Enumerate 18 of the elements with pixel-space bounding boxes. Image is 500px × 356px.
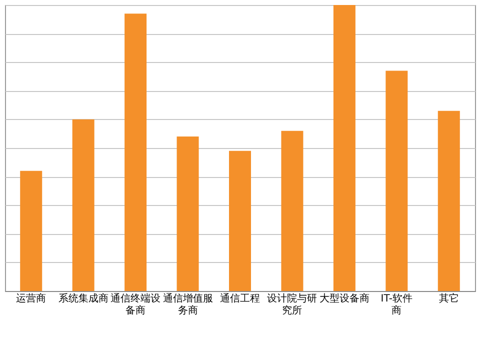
- x-tick-label: 通信工程: [220, 292, 260, 304]
- bar: [176, 136, 199, 291]
- x-tick-label: 通信终端设备商: [110, 292, 161, 316]
- bar: [386, 70, 408, 291]
- bar: [229, 150, 251, 291]
- x-tick-label: 其它: [438, 292, 459, 304]
- x-tick-label: 通信增值服务商: [162, 292, 213, 316]
- x-tick-label: 系统集成商: [58, 292, 108, 304]
- x-tick-label: IT-软件商: [380, 292, 413, 316]
- bar: [281, 130, 304, 291]
- bar: [333, 5, 356, 291]
- bar: [438, 110, 460, 291]
- bar: [124, 14, 147, 291]
- x-tick-label: 设计院与研究所: [267, 292, 318, 316]
- bar: [72, 119, 94, 291]
- x-tick-label: 运营商: [16, 292, 46, 304]
- bar: [20, 170, 42, 291]
- x-tick-label: 大型设备商: [319, 292, 370, 304]
